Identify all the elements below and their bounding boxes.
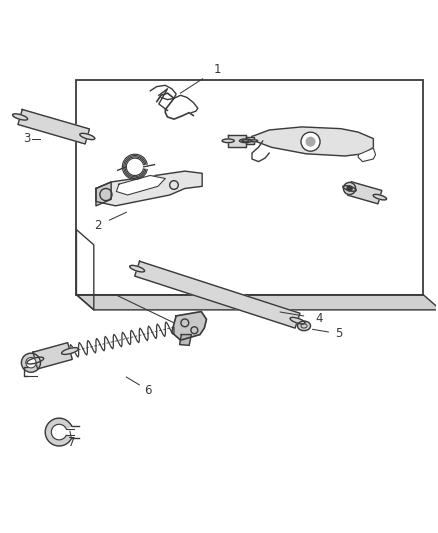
Ellipse shape [61, 348, 78, 354]
Ellipse shape [239, 139, 251, 143]
Circle shape [305, 138, 314, 146]
Polygon shape [134, 261, 299, 328]
Polygon shape [96, 182, 111, 206]
Circle shape [21, 353, 40, 372]
Polygon shape [171, 312, 206, 340]
Text: 6: 6 [144, 384, 152, 397]
Text: 2: 2 [94, 219, 102, 232]
Ellipse shape [241, 140, 248, 142]
Polygon shape [33, 343, 72, 369]
Polygon shape [347, 182, 381, 204]
Polygon shape [96, 171, 202, 206]
Circle shape [346, 186, 351, 191]
Circle shape [300, 132, 319, 151]
Ellipse shape [342, 185, 355, 191]
Polygon shape [18, 109, 89, 144]
Polygon shape [245, 138, 254, 144]
Text: 7: 7 [68, 435, 76, 449]
Ellipse shape [13, 114, 28, 120]
Bar [76, 80, 422, 295]
Text: 1: 1 [213, 63, 221, 76]
Polygon shape [45, 418, 71, 446]
Polygon shape [357, 148, 374, 161]
Text: 4: 4 [315, 312, 322, 325]
Polygon shape [179, 335, 191, 345]
Polygon shape [76, 230, 94, 310]
Ellipse shape [222, 139, 234, 143]
Polygon shape [76, 295, 438, 310]
Ellipse shape [27, 357, 43, 364]
Text: 5: 5 [334, 327, 342, 340]
Circle shape [343, 182, 355, 195]
Text: 3: 3 [23, 132, 30, 145]
Ellipse shape [297, 321, 310, 330]
Ellipse shape [80, 133, 95, 140]
Circle shape [26, 358, 36, 368]
Ellipse shape [372, 195, 386, 200]
Ellipse shape [129, 265, 144, 272]
Polygon shape [228, 135, 245, 147]
Polygon shape [251, 127, 373, 156]
Polygon shape [116, 175, 165, 195]
Ellipse shape [250, 140, 257, 142]
Ellipse shape [290, 318, 304, 324]
